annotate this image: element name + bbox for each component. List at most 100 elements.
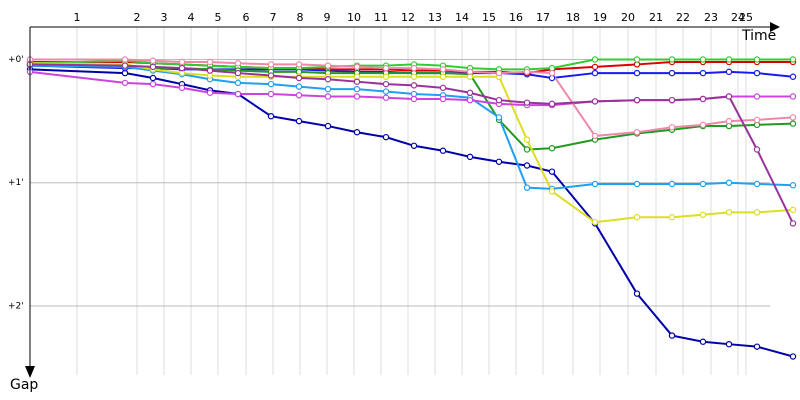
point [267, 61, 275, 68]
point [699, 69, 707, 77]
point [591, 98, 599, 105]
point [789, 120, 797, 127]
point [523, 136, 531, 143]
point [149, 57, 157, 64]
point [178, 84, 186, 92]
point [410, 142, 418, 149]
point [668, 214, 676, 221]
y-tick-label: +2' [8, 301, 24, 311]
x-tick-label: 15 [482, 11, 496, 24]
point [267, 90, 275, 98]
y-tick-label: +1' [8, 178, 24, 188]
point [353, 63, 361, 71]
point [324, 62, 332, 69]
point [633, 69, 641, 77]
x-tick-label: 7 [270, 11, 277, 24]
point [668, 124, 676, 131]
point [753, 209, 761, 216]
point [633, 96, 641, 104]
y-arrow [25, 366, 35, 378]
point [523, 162, 531, 169]
x-tick-label: 25 [739, 11, 753, 24]
point [789, 56, 797, 63]
point [353, 85, 361, 93]
point [548, 188, 556, 195]
point [439, 73, 447, 80]
x-tick-label: 6 [243, 11, 250, 24]
point [725, 93, 733, 100]
point [591, 132, 599, 140]
point [410, 95, 418, 103]
x-tick-label: 12 [401, 11, 415, 24]
point [382, 133, 390, 141]
point [295, 92, 303, 99]
x-tick-label: 13 [428, 11, 442, 24]
x-tick-label: 8 [297, 11, 304, 24]
point [382, 73, 390, 80]
x-tick-label: 3 [161, 11, 168, 24]
point [410, 82, 418, 89]
x-tick-label: 9 [324, 11, 331, 24]
point [495, 69, 503, 77]
series-line [29, 68, 794, 358]
series-line [29, 62, 794, 224]
point [591, 63, 599, 71]
point [668, 96, 676, 104]
point [121, 79, 129, 87]
point [295, 74, 303, 82]
point [789, 353, 797, 360]
point [725, 340, 733, 348]
point [753, 116, 761, 124]
point [699, 121, 707, 129]
point [668, 69, 676, 77]
point [149, 74, 157, 82]
point [353, 129, 361, 136]
point [353, 93, 361, 100]
point [633, 180, 641, 188]
y-axis-label: Gap [10, 377, 38, 393]
point [382, 80, 390, 88]
series-line [29, 58, 793, 71]
x-axis-label: Time [741, 28, 776, 44]
point [178, 58, 186, 66]
x-tick-label: 18 [566, 11, 580, 24]
point [699, 95, 707, 103]
point [234, 79, 242, 87]
x-tick-label: 19 [593, 11, 607, 24]
point [753, 343, 761, 350]
point [789, 220, 797, 227]
point [439, 84, 447, 92]
point [591, 56, 599, 63]
point [121, 62, 129, 69]
point [591, 69, 599, 77]
x-tick-label: 21 [649, 11, 663, 24]
point [234, 90, 242, 98]
point [699, 211, 707, 218]
point [591, 218, 599, 226]
x-tick-label: 22 [676, 11, 690, 24]
point [267, 112, 275, 120]
point [523, 68, 531, 76]
point [523, 146, 531, 153]
point [633, 129, 641, 136]
point [548, 100, 556, 108]
point [548, 69, 556, 77]
point [234, 60, 242, 67]
point [789, 114, 797, 121]
point [633, 214, 641, 221]
point [725, 68, 733, 76]
point [234, 69, 242, 77]
series-line [30, 58, 794, 137]
point [324, 85, 332, 93]
point [789, 206, 797, 214]
point [495, 96, 503, 104]
series-line [29, 63, 794, 224]
point [753, 69, 761, 77]
series-line [29, 64, 794, 190]
point [267, 72, 275, 79]
series-line [29, 63, 794, 151]
point [439, 66, 447, 73]
point [591, 180, 599, 188]
x-tick-label: 20 [621, 11, 635, 24]
point [439, 95, 447, 103]
